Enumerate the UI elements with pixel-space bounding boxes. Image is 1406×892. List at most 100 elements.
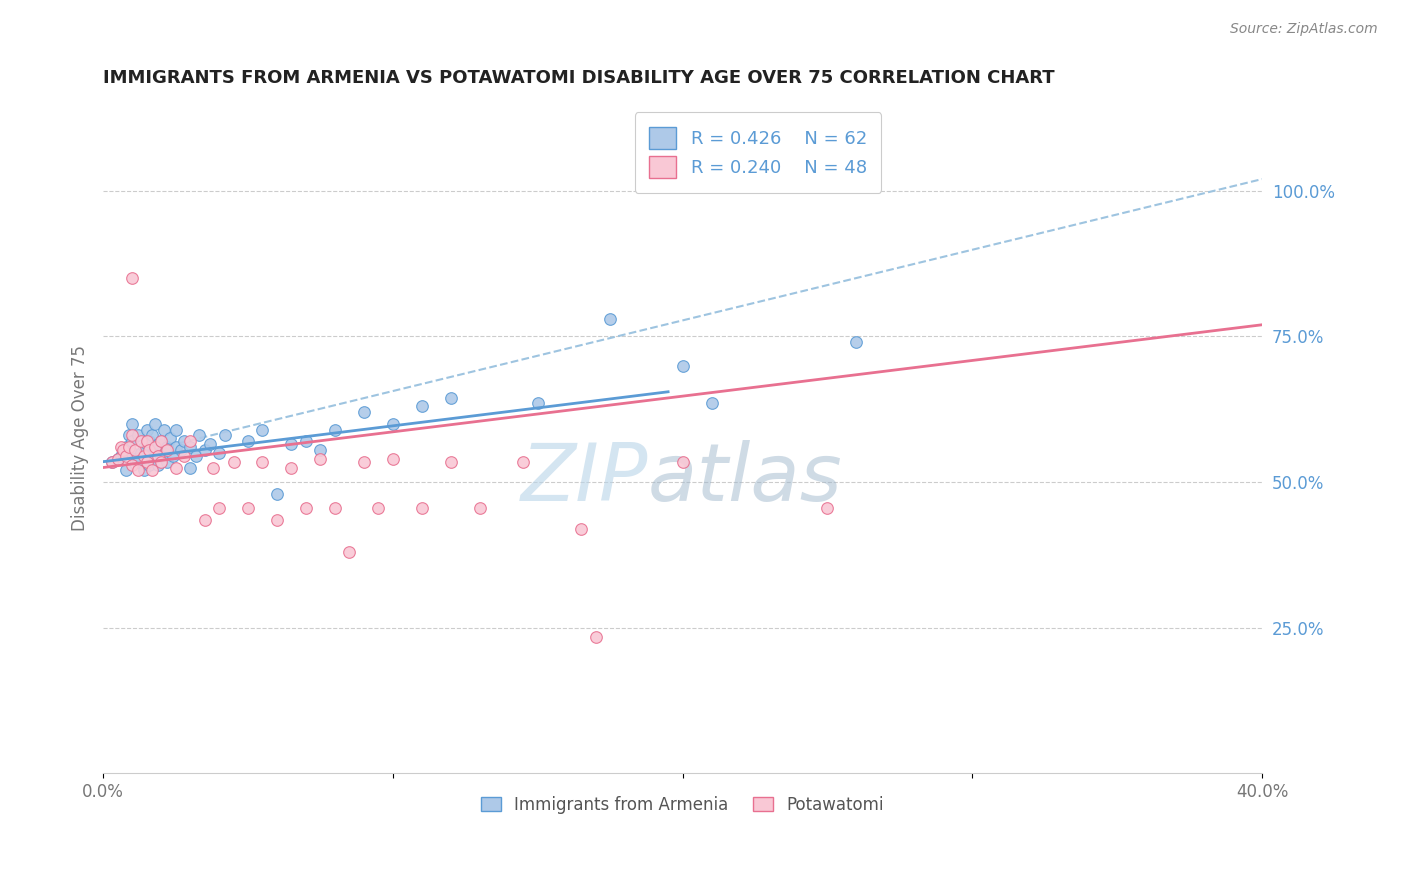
Point	[107, 451, 129, 466]
Point	[165, 440, 187, 454]
Point	[252, 423, 274, 437]
Point	[141, 463, 163, 477]
Point	[468, 501, 491, 516]
Point	[127, 455, 149, 469]
Point	[353, 455, 375, 469]
Point	[138, 434, 160, 449]
Point	[367, 501, 389, 516]
Point	[179, 460, 201, 475]
Point	[143, 417, 166, 431]
Point	[141, 451, 163, 466]
Point	[179, 434, 201, 449]
Point	[150, 434, 173, 449]
Point	[208, 501, 231, 516]
Point	[187, 428, 209, 442]
Point	[817, 501, 839, 516]
Point	[150, 455, 173, 469]
Point	[135, 455, 157, 469]
Point	[148, 437, 170, 451]
Point	[121, 434, 143, 449]
Point	[143, 440, 166, 454]
Point	[170, 443, 193, 458]
Point	[121, 428, 143, 442]
Point	[156, 443, 179, 458]
Point	[411, 501, 433, 516]
Point	[512, 455, 534, 469]
Point	[132, 449, 155, 463]
Point	[135, 423, 157, 437]
Point	[135, 437, 157, 451]
Point	[193, 443, 215, 458]
Point	[193, 513, 215, 527]
Point	[339, 545, 361, 559]
Point	[132, 463, 155, 477]
Point	[127, 428, 149, 442]
Point	[222, 455, 245, 469]
Point	[280, 460, 302, 475]
Point	[127, 463, 149, 477]
Point	[115, 463, 138, 477]
Point	[440, 391, 463, 405]
Point	[121, 417, 143, 431]
Point	[266, 487, 288, 501]
Point	[124, 443, 146, 458]
Point	[112, 443, 135, 458]
Point	[309, 451, 332, 466]
Point	[148, 458, 170, 472]
Point	[200, 437, 222, 451]
Point	[148, 449, 170, 463]
Point	[252, 455, 274, 469]
Point	[141, 428, 163, 442]
Point	[309, 443, 332, 458]
Point	[202, 460, 225, 475]
Point	[236, 501, 259, 516]
Point	[214, 428, 236, 442]
Point	[323, 423, 346, 437]
Point	[132, 440, 155, 454]
Point	[115, 449, 138, 463]
Point	[381, 451, 404, 466]
Point	[107, 451, 129, 466]
Point	[173, 434, 195, 449]
Point	[585, 630, 607, 644]
Point	[150, 434, 173, 449]
Point	[208, 446, 231, 460]
Point	[110, 440, 132, 454]
Point	[118, 440, 141, 454]
Point	[671, 359, 693, 373]
Point	[156, 440, 179, 454]
Point	[135, 434, 157, 449]
Point	[121, 271, 143, 285]
Point	[138, 443, 160, 458]
Point	[353, 405, 375, 419]
Text: IMMIGRANTS FROM ARMENIA VS POTAWATOMI DISABILITY AGE OVER 75 CORRELATION CHART: IMMIGRANTS FROM ARMENIA VS POTAWATOMI DI…	[103, 69, 1054, 87]
Text: ZIP: ZIP	[520, 440, 648, 517]
Point	[115, 440, 138, 454]
Point	[156, 455, 179, 469]
Point	[129, 434, 152, 449]
Point	[236, 434, 259, 449]
Point	[138, 458, 160, 472]
Point	[121, 446, 143, 460]
Point	[295, 434, 318, 449]
Point	[112, 446, 135, 460]
Point	[165, 460, 187, 475]
Point	[143, 443, 166, 458]
Point	[153, 423, 176, 437]
Point	[101, 455, 124, 469]
Point	[121, 458, 143, 472]
Point	[129, 446, 152, 460]
Point	[569, 522, 592, 536]
Point	[411, 400, 433, 414]
Text: Source: ZipAtlas.com: Source: ZipAtlas.com	[1230, 22, 1378, 37]
Point	[179, 440, 201, 454]
Point	[323, 501, 346, 516]
Point	[599, 312, 621, 326]
Point	[184, 449, 207, 463]
Point	[150, 449, 173, 463]
Point	[845, 335, 868, 350]
Text: atlas: atlas	[648, 440, 842, 517]
Legend: Immigrants from Armenia, Potawatomi: Immigrants from Armenia, Potawatomi	[472, 788, 893, 822]
Point	[280, 437, 302, 451]
Point	[118, 428, 141, 442]
